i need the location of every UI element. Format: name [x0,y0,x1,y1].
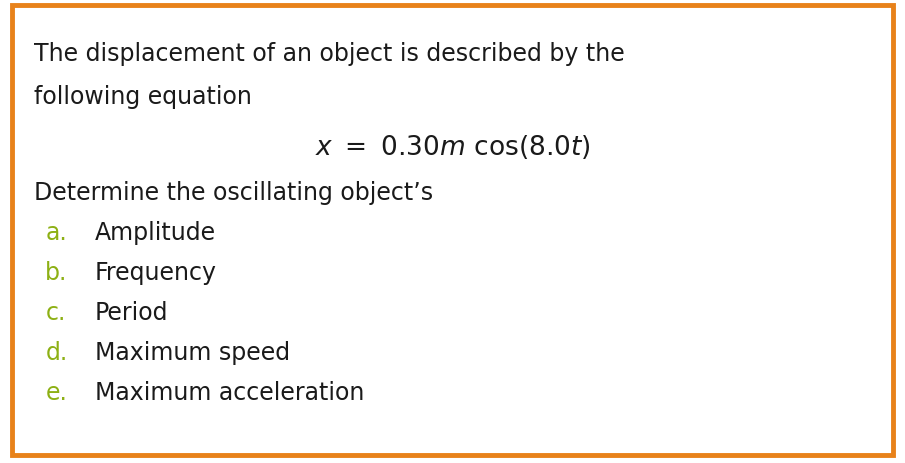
FancyBboxPatch shape [12,6,893,455]
Text: b.: b. [45,260,68,284]
Text: c.: c. [45,300,66,324]
Text: Determine the oscillating object’s: Determine the oscillating object’s [34,181,433,205]
Text: Frequency: Frequency [95,260,217,284]
Text: a.: a. [45,220,67,244]
Text: Period: Period [95,300,168,324]
Text: e.: e. [45,380,67,404]
Text: Maximum acceleration: Maximum acceleration [95,380,365,404]
Text: Maximum speed: Maximum speed [95,340,291,364]
Text: The displacement of an object is described by the: The displacement of an object is describ… [34,42,625,66]
Text: following equation: following equation [34,84,252,108]
Text: Amplitude: Amplitude [95,220,216,244]
Text: $\mathit{x}\ =\ 0.30\mathit{m}\ \mathrm{cos}(8.0\mathit{t})$: $\mathit{x}\ =\ 0.30\mathit{m}\ \mathrm{… [315,133,590,161]
Text: d.: d. [45,340,68,364]
